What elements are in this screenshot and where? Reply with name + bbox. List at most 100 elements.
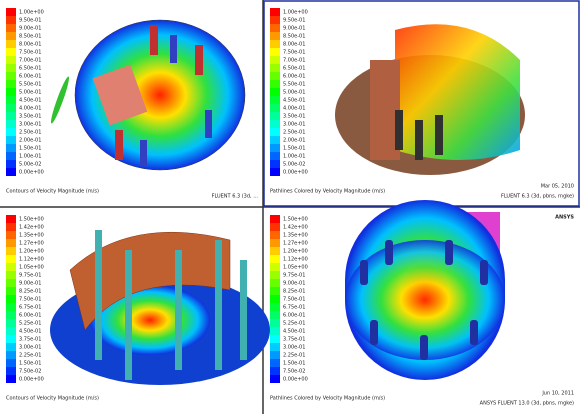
colorbar-label: 2.50e-01	[283, 130, 305, 136]
colorbar-swatch	[6, 88, 16, 96]
colorbar-label: 4.50e-01	[283, 98, 305, 104]
colorbar-label: 6.00e-01	[19, 74, 41, 80]
colorbar-label: 3.50e-01	[19, 114, 41, 120]
colorbar-label: 1.50e-01	[283, 361, 305, 367]
colorbar-label: 3.00e-01	[283, 345, 305, 351]
colorbar-label: 8.50e-01	[283, 34, 305, 40]
colorbar-label: 9.50e-01	[19, 18, 41, 24]
colorbar-swatch	[6, 223, 16, 231]
colorbar-label: 0.00e+00	[283, 377, 308, 383]
colorbar-swatch	[270, 327, 280, 335]
caption: Contours of Velocity Magnitude (m/s)	[6, 396, 99, 402]
colorbar-label: 6.00e-01	[19, 313, 41, 319]
colorbar-swatch	[270, 367, 280, 375]
colorbar-label: 9.00e-01	[19, 26, 41, 32]
colorbar-label: 1.12e+00	[283, 257, 308, 263]
version: FLUENT 6.3 (3d, ...	[212, 194, 259, 200]
colorbar-label: 1.35e+00	[19, 233, 44, 239]
colorbar-label: 6.75e-01	[283, 305, 305, 311]
colorbar-swatch	[6, 168, 16, 176]
colorbar-swatch	[6, 375, 16, 383]
colorbar-label: 1.27e+00	[19, 241, 44, 247]
colorbar-swatch	[270, 136, 280, 144]
colorbar-label: 8.25e-01	[283, 289, 305, 295]
colorbar-label: 9.75e-01	[19, 273, 41, 279]
colorbar-label: 3.75e-01	[283, 337, 305, 343]
colorbar-swatch	[270, 319, 280, 327]
colorbar-swatch	[6, 335, 16, 343]
colorbar-label: 1.20e+00	[283, 249, 308, 255]
colorbar-swatch	[6, 136, 16, 144]
colorbar-label: 7.50e-01	[283, 50, 305, 56]
colorbar-label: 6.75e-01	[19, 305, 41, 311]
colorbar-label: 1.00e+00	[19, 10, 44, 16]
date: Mar 05, 2010	[541, 184, 574, 190]
colorbar-swatch	[270, 263, 280, 271]
colorbar-label: 7.50e-01	[19, 297, 41, 303]
colorbar-swatch	[6, 311, 16, 319]
colorbar-swatch	[270, 64, 280, 72]
colorbar-label: 6.00e-01	[283, 313, 305, 319]
colorbar-swatch	[6, 96, 16, 104]
colorbar-swatch	[270, 32, 280, 40]
colorbar-swatch	[6, 239, 16, 247]
colorbar-label: 4.50e-01	[283, 329, 305, 335]
colorbar-swatch	[6, 8, 16, 16]
colorbar-label: 7.50e-01	[283, 297, 305, 303]
colorbar-label: 7.00e-01	[283, 58, 305, 64]
colorbar-swatch	[6, 40, 16, 48]
colorbar-swatch	[270, 335, 280, 343]
colorbar-swatch	[270, 343, 280, 351]
colorbar-label: 5.00e-02	[19, 162, 41, 168]
colorbar-label: 7.50e-02	[283, 369, 305, 375]
colorbar-label: 1.42e+00	[283, 225, 308, 231]
colorbar-swatch	[6, 319, 16, 327]
colorbar-label: 8.50e-01	[19, 34, 41, 40]
colorbar-swatch	[6, 351, 16, 359]
colorbar-swatch	[270, 96, 280, 104]
colorbar-swatch	[270, 239, 280, 247]
colorbar-label: 5.25e-01	[283, 321, 305, 327]
colorbar-label: 1.50e-01	[283, 146, 305, 152]
colorbar-label: 4.50e-01	[19, 98, 41, 104]
colorbar-label: 1.05e+00	[283, 265, 308, 271]
render-1	[50, 19, 246, 171]
version: ANSYS FLUENT 13.0 (3d, pbns, rngke)	[480, 401, 574, 407]
colorbar-swatch	[6, 255, 16, 263]
colorbar-label: 8.00e-01	[283, 42, 305, 48]
colorbar-label: 9.00e-01	[283, 26, 305, 32]
colorbar-swatch	[270, 112, 280, 120]
colorbar-swatch	[270, 351, 280, 359]
colorbar-swatch	[6, 303, 16, 311]
colorbar-swatch	[270, 231, 280, 239]
colorbar-swatch	[270, 88, 280, 96]
colorbar-swatch	[6, 231, 16, 239]
colorbar-label: 5.00e-01	[283, 90, 305, 96]
colorbar-swatch	[6, 48, 16, 56]
colorbar-swatch	[6, 271, 16, 279]
colorbar-label: 0.00e+00	[19, 377, 44, 383]
colorbar-swatch	[270, 223, 280, 231]
colorbar-label: 8.25e-01	[19, 289, 41, 295]
colorbar-swatch	[270, 168, 280, 176]
colorbar-swatch	[270, 120, 280, 128]
colorbar-label: 5.50e-01	[283, 82, 305, 88]
colorbar-swatch	[270, 255, 280, 263]
render-2	[335, 24, 525, 175]
colorbar-swatch	[270, 279, 280, 287]
colorbar-label: 3.00e-01	[283, 122, 305, 128]
colorbar-swatch	[270, 8, 280, 16]
colorbar-swatch	[6, 287, 16, 295]
colorbar-label: 1.42e+00	[19, 225, 44, 231]
colorbar-label: 3.00e-01	[19, 345, 41, 351]
colorbar-swatch	[270, 128, 280, 136]
colorbar-label: 9.00e-01	[283, 281, 305, 287]
colorbar-swatch	[270, 215, 280, 223]
colorbar-swatch	[6, 16, 16, 24]
colorbar-swatch	[6, 343, 16, 351]
colorbar-swatch	[6, 72, 16, 80]
colorbar-swatch	[6, 279, 16, 287]
colorbar-swatch	[6, 120, 16, 128]
colorbar-label: 7.50e-01	[19, 50, 41, 56]
